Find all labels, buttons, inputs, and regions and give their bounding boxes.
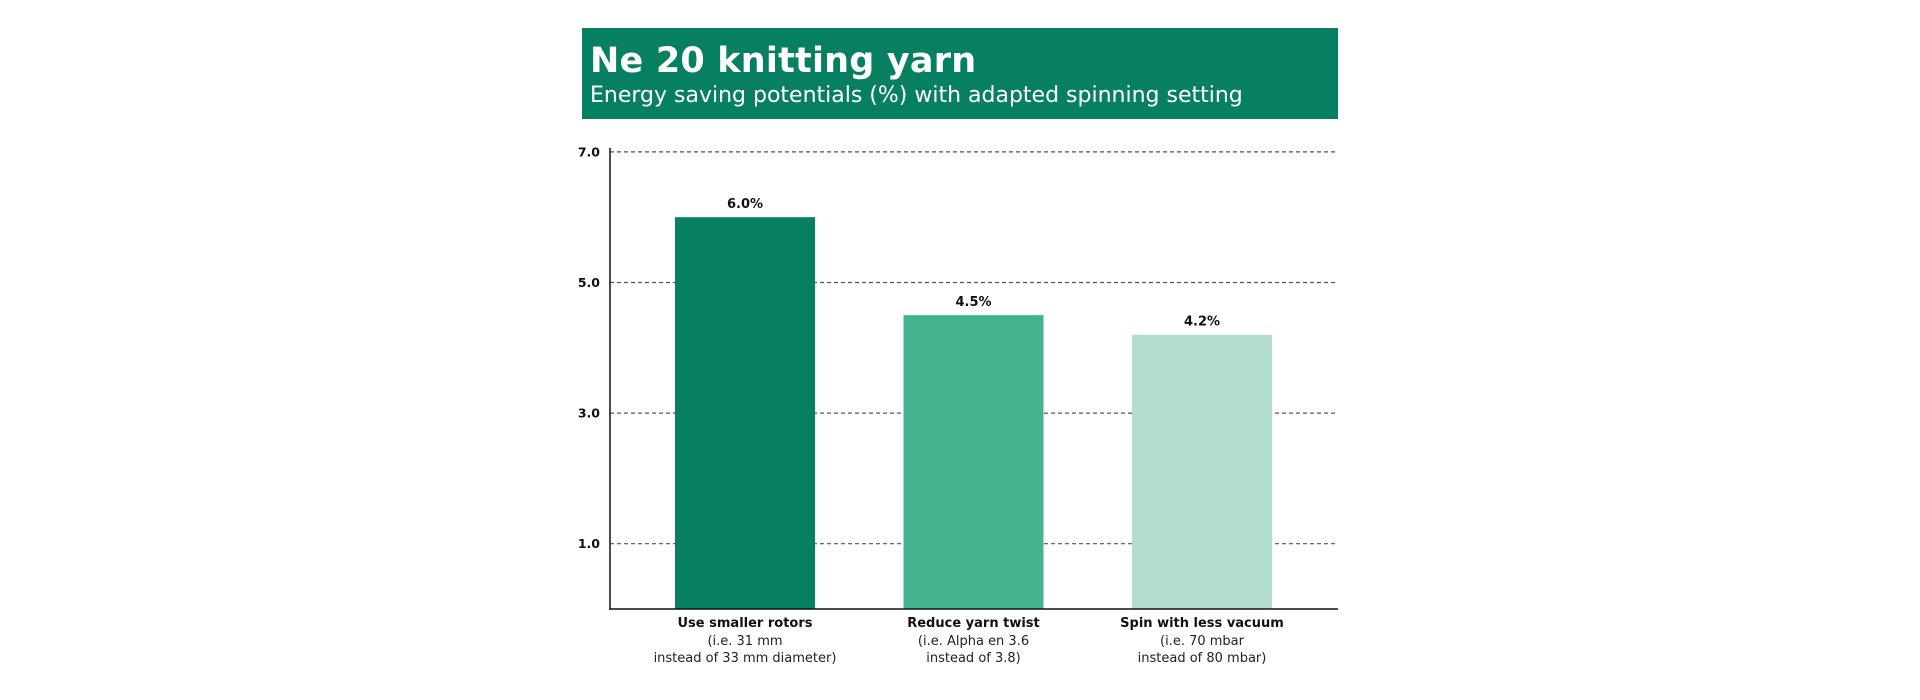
x-tick-note: instead of 80 mbar) [1138,651,1267,666]
data-label: 4.5% [955,295,991,310]
chart-header: Ne 20 knitting yarn Energy saving potent… [582,28,1338,119]
x-tick-note: (i.e. Alpha en 3.6 [918,634,1029,649]
bar [903,315,1044,609]
chart-subtitle: Energy saving potentials (%) with adapte… [590,83,1243,108]
chart-title: Ne 20 knitting yarn [590,41,977,81]
data-label: 6.0% [727,197,763,212]
y-tick-label: 3.0 [578,406,600,421]
x-tick-note: instead of 33 mm diameter) [654,651,837,666]
x-tick-label: Spin with less vacuum [1120,616,1284,631]
x-tick-note: instead of 3.8) [926,651,1020,666]
y-tick-label: 5.0 [578,275,600,290]
bar [675,217,815,609]
x-tick-label: Use smaller rotors [678,616,813,631]
y-tick-label: 7.0 [578,144,600,159]
x-tick-note: (i.e. 31 mm [707,634,782,649]
bar [1132,334,1272,609]
data-label: 4.2% [1184,315,1220,330]
x-tick-note: (i.e. 70 mbar [1160,634,1245,649]
x-tick-label: Reduce yarn twist [907,616,1040,631]
y-tick-label: 1.0 [578,536,600,551]
